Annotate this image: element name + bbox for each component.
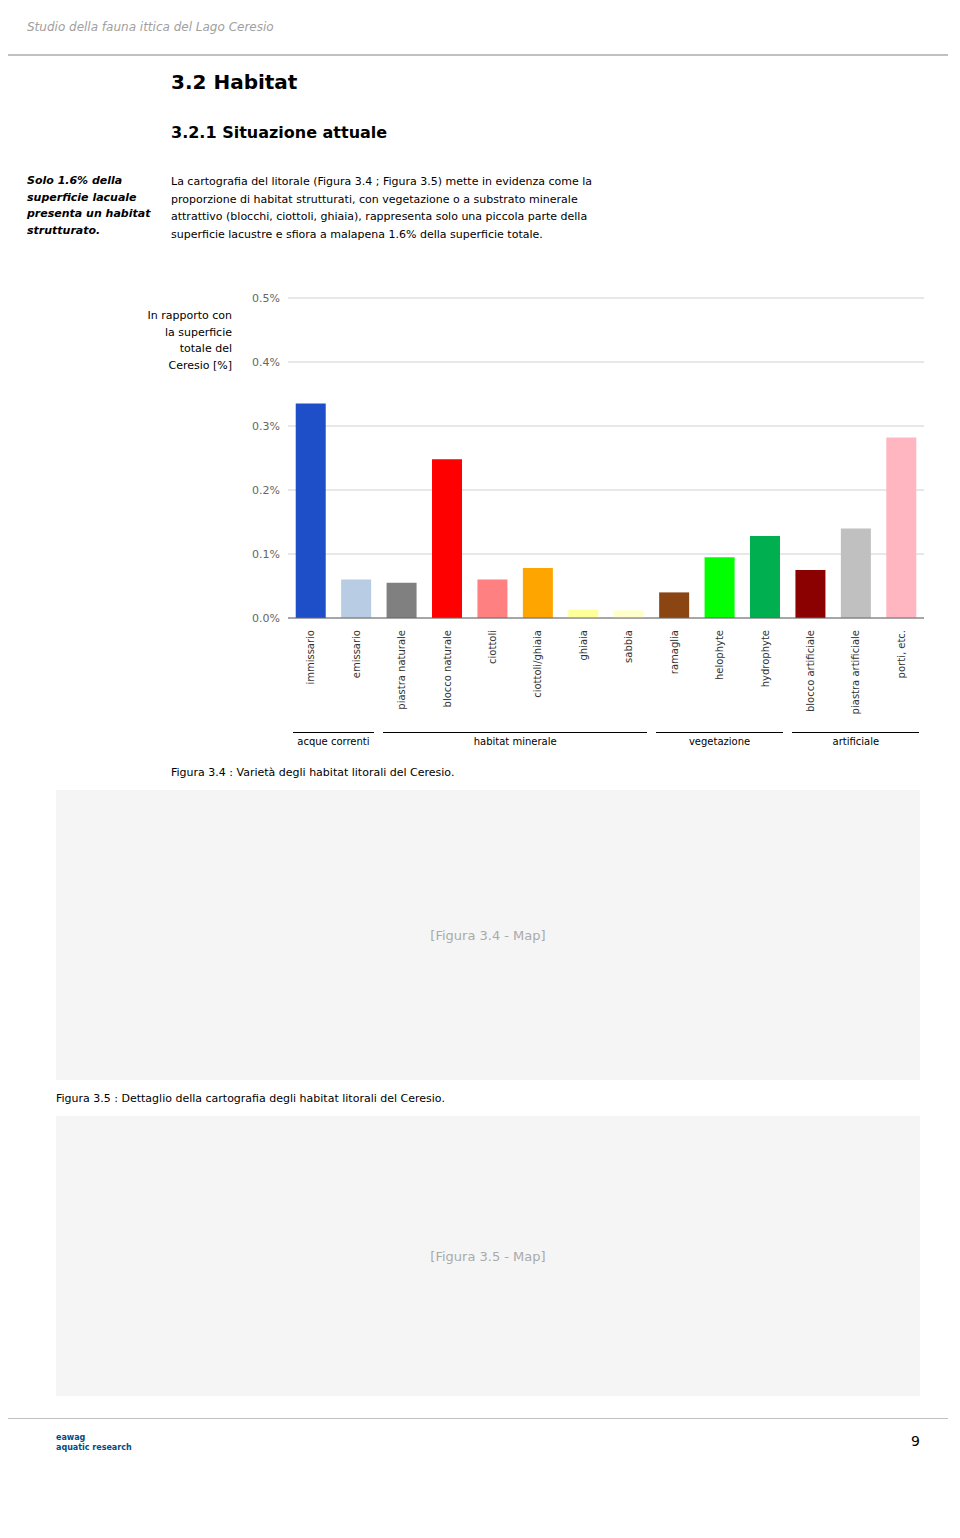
svg-text:ghiaia: ghiaia [578,630,589,661]
svg-text:0.1%: 0.1% [252,548,280,561]
html-text:vegetazione: vegetazione [688,736,751,747]
html-text:La cartografia del litorale (F: La cartografia del litorale (Figura 3.4 … [171,175,593,241]
svg-text:ciottoli: ciottoli [487,630,498,664]
html-text:9: 9 [911,1433,920,1449]
svg-text:0.5%: 0.5% [252,292,280,305]
svg-text:sabbia: sabbia [623,630,634,663]
html-text:habitat minerale: habitat minerale [473,736,557,747]
html-text:artificiale: artificiale [832,736,880,747]
svg-text:helophyte: helophyte [714,630,725,680]
svg-text:ramaglia: ramaglia [669,630,680,674]
html-text:Figura 3.4 : Varietà degli hab: Figura 3.4 : Varietà degli habitat litor… [171,766,455,779]
svg-text:hydrophyte: hydrophyte [760,630,771,687]
svg-text:emissario: emissario [351,630,362,678]
html-text:Figura 3.5 : Dettaglio della c: Figura 3.5 : Dettaglio della cartografia… [56,1092,445,1105]
html-text:acque correnti: acque correnti [297,736,370,747]
svg-text:0.0%: 0.0% [252,612,280,625]
html-text:3.2.1 Situazione attuale: 3.2.1 Situazione attuale [171,123,388,142]
svg-text:blocco naturale: blocco naturale [442,630,453,707]
svg-text:porti, etc.: porti, etc. [896,630,907,678]
html-text:In rapporto con la superficie: In rapporto con la superficie totale del… [147,309,232,372]
html-text:[Figura 3.5 - Map]: [Figura 3.5 - Map] [430,1248,546,1264]
html-text:Solo 1.6% della superficie lac: Solo 1.6% della superficie lacuale prese… [27,174,151,237]
svg-text:piastra artificiale: piastra artificiale [850,630,861,714]
svg-text:0.2%: 0.2% [252,484,280,497]
svg-text:blocco artificiale: blocco artificiale [805,630,816,712]
svg-text:0.3%: 0.3% [252,420,280,433]
svg-text:immissario: immissario [305,630,316,685]
html-text:Studio della fauna ittica del: Studio della fauna ittica del Lago Ceres… [27,20,274,34]
html-text:3.2 Habitat: 3.2 Habitat [171,70,298,94]
svg-text:ciottoli/ghiaia: ciottoli/ghiaia [532,630,543,698]
svg-text:piastra naturale: piastra naturale [396,630,407,710]
svg-text:0.4%: 0.4% [252,356,280,369]
html-text:[Figura 3.4 - Map]: [Figura 3.4 - Map] [430,927,546,943]
html-text:eawag aquatic research: eawag aquatic research [56,1433,132,1453]
